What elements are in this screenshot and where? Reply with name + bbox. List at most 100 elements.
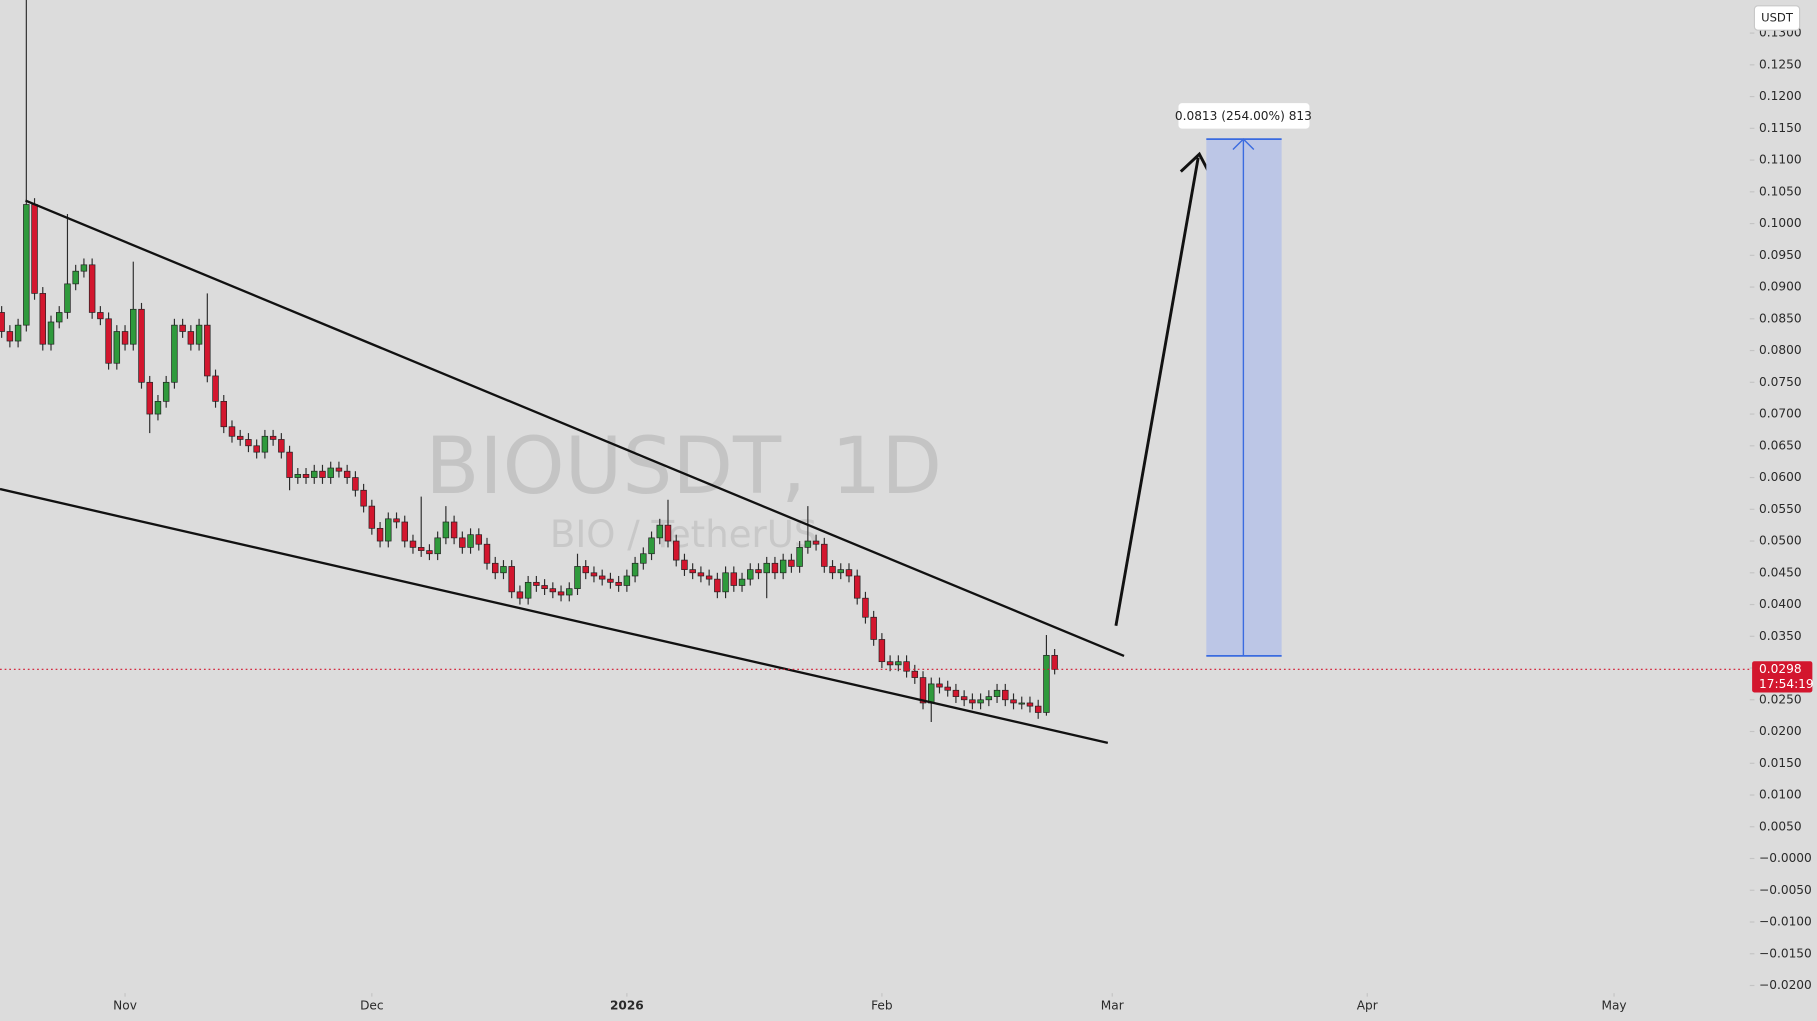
candle-body	[335, 467, 343, 472]
candle-body	[681, 559, 688, 570]
candle-body	[771, 562, 779, 574]
candle-body	[187, 331, 195, 345]
candle-body	[130, 308, 137, 345]
last-price-box	[1752, 661, 1813, 693]
candle-body	[656, 524, 663, 539]
y-tick-label: 0.0200	[1759, 724, 1802, 738]
candle-body	[590, 572, 598, 577]
candle-body	[14, 324, 22, 342]
candle-body	[977, 699, 984, 704]
y-tick-label: 0.0750	[1759, 375, 1802, 389]
candle-body	[467, 534, 474, 548]
y-tick-label: 0.0400	[1759, 597, 1802, 611]
candle-body	[738, 578, 746, 586]
candle-body	[549, 588, 557, 593]
candle-body	[204, 324, 211, 377]
watermark-title: BIOUSDT, 1D	[425, 420, 942, 512]
candle-body	[1018, 702, 1025, 705]
candle-body	[212, 375, 219, 402]
candle-body	[56, 312, 63, 323]
candle-body	[220, 401, 227, 428]
candle-body	[697, 572, 705, 577]
candle-body	[64, 283, 71, 313]
candle-body	[508, 566, 515, 593]
candle-body	[492, 562, 499, 574]
candle-body	[228, 426, 236, 437]
y-tick-label: 0.1100	[1759, 153, 1802, 167]
candle-body	[952, 689, 960, 697]
candle-body	[72, 270, 79, 285]
candle-body	[236, 435, 244, 440]
y-tick-label: −0.0150	[1759, 946, 1812, 960]
x-tick-label: Feb	[871, 998, 893, 1012]
candle-body	[450, 521, 458, 539]
candle-body	[360, 489, 367, 507]
y-tick-label: 0.1050	[1759, 184, 1802, 198]
candle-body	[1043, 654, 1050, 713]
candle-body	[1051, 654, 1058, 670]
candle-body	[533, 581, 540, 586]
y-tick-label: 0.0450	[1759, 565, 1802, 579]
x-tick-label: May	[1601, 998, 1626, 1012]
candle-body	[919, 677, 927, 704]
y-tick-label: 0.1200	[1759, 89, 1802, 103]
candle-body	[598, 575, 606, 580]
candle-body	[960, 696, 968, 701]
candle-body	[895, 661, 902, 666]
candle-body	[755, 569, 762, 574]
candle-body	[911, 670, 919, 678]
candle-body	[105, 318, 112, 364]
candle-body	[311, 470, 318, 478]
candle-body	[862, 597, 869, 618]
candle-body	[393, 518, 400, 523]
y-tick-label: −0.0100	[1759, 915, 1812, 929]
y-tick-label: 0.0500	[1759, 534, 1802, 548]
measure-label: 0.0813 (254.00%) 813	[1175, 109, 1312, 123]
candle-body	[829, 566, 836, 574]
candle-body	[812, 540, 820, 545]
candle-body	[0, 312, 5, 332]
candle-body	[434, 537, 441, 555]
candle-body	[47, 321, 55, 345]
candle-body	[138, 308, 145, 383]
trend-line-lower	[0, 487, 1109, 744]
candle-body	[1034, 705, 1042, 713]
candle-body	[302, 474, 310, 478]
y-tick-label: −0.0000	[1759, 851, 1812, 865]
candle-body	[319, 470, 326, 478]
candle-body	[162, 381, 170, 402]
last-price-label: 0.0298	[1759, 662, 1802, 676]
y-tick-label: 0.0850	[1759, 311, 1802, 325]
candle-body	[936, 683, 943, 688]
candle-body	[993, 689, 1001, 697]
currency-box[interactable]	[1753, 5, 1801, 31]
candle-body	[483, 543, 491, 564]
candle-body	[631, 562, 639, 577]
currency-label: USDT	[1761, 11, 1794, 25]
candle-body	[615, 581, 622, 586]
candle-body	[294, 474, 302, 478]
candle-body	[648, 537, 655, 555]
candle-body	[747, 569, 754, 580]
candle-body	[845, 569, 853, 577]
candle-body	[80, 264, 88, 272]
candle-body	[171, 324, 178, 383]
y-tick-label: 0.0150	[1759, 756, 1802, 770]
candle-body	[853, 575, 861, 599]
y-tick-label: −0.0200	[1759, 978, 1812, 992]
watermark-subtitle: BIO / TetherUS	[550, 513, 818, 556]
candle-body	[664, 524, 672, 542]
candle-body	[6, 331, 14, 342]
candle-body	[401, 521, 408, 542]
y-tick-label: 0.0050	[1759, 819, 1802, 833]
candle-body	[944, 686, 951, 691]
candle-body	[417, 547, 425, 551]
candle-body	[524, 581, 532, 599]
x-tick-label: Dec	[360, 998, 384, 1012]
candle-body	[500, 566, 507, 574]
candle-body	[253, 445, 260, 453]
projection-arrow	[1114, 157, 1200, 627]
candle-body	[804, 540, 812, 548]
candle-body	[903, 661, 910, 672]
